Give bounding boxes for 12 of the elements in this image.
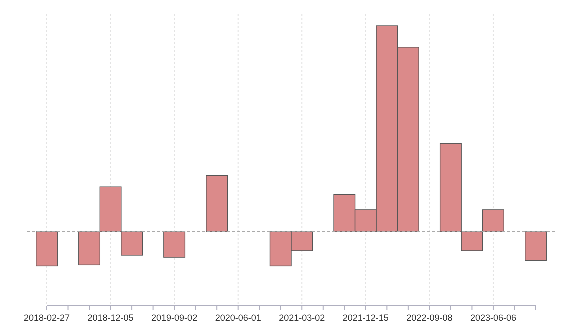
x-tick-label: 2021-12-15 — [342, 313, 389, 323]
bar — [206, 175, 228, 232]
x-tick-label: 2023-06-06 — [470, 313, 516, 323]
x-tick-label: 2019-09-02 — [152, 313, 198, 323]
bar — [164, 232, 186, 258]
x-tick-label: 2020-06-01 — [215, 313, 262, 323]
bar — [525, 232, 547, 261]
bar — [36, 232, 58, 267]
x-tick-label: 2018-02-27 — [24, 313, 70, 323]
x-tick-label: 2022-09-08 — [406, 313, 453, 323]
x-tick-label: 2018-12-05 — [88, 313, 134, 323]
x-tick-label: 2021-03-02 — [279, 313, 326, 323]
